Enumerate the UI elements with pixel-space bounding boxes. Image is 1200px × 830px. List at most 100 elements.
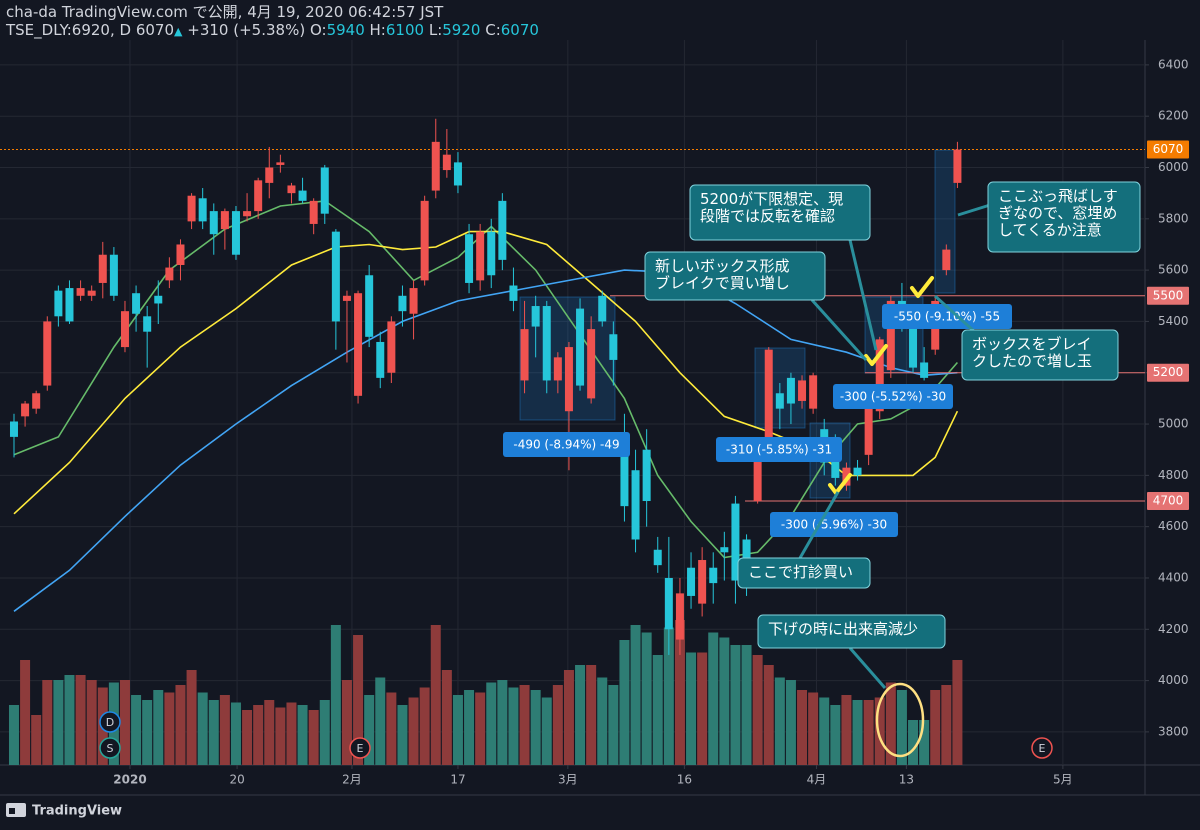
candle-body xyxy=(87,290,96,296)
ohlc-label: C: xyxy=(485,21,501,39)
candle-body xyxy=(409,288,418,314)
candle-body xyxy=(265,167,274,183)
callout-line: 段階では反転を確認 xyxy=(700,207,835,225)
last-price: 6070 xyxy=(135,21,175,39)
measure-box xyxy=(833,384,953,409)
volume-bar xyxy=(597,677,608,765)
candle-body xyxy=(132,293,141,314)
x-tick-label: 5月 xyxy=(1053,773,1073,787)
y-tick-label: 6400 xyxy=(1158,57,1189,71)
callout-line: ここぶっ飛ばしす xyxy=(998,187,1118,205)
volume-bar xyxy=(31,715,42,765)
candle-body xyxy=(465,234,474,283)
candle-body xyxy=(9,421,18,437)
volume-bar xyxy=(286,702,297,765)
volume-bar xyxy=(763,665,774,765)
candle-body xyxy=(43,321,52,386)
volume-bar xyxy=(330,625,341,765)
volume-bar xyxy=(541,697,552,765)
candle-body xyxy=(21,403,30,417)
candle-body xyxy=(76,288,85,296)
volume-bar xyxy=(297,705,308,765)
brand: TradingView xyxy=(32,804,122,819)
volume-bar xyxy=(896,690,907,765)
volume-bar xyxy=(308,710,319,765)
volume-bar xyxy=(719,637,730,765)
volume-bar xyxy=(919,720,930,765)
volume-bar xyxy=(375,677,386,765)
callout-box xyxy=(987,181,1141,253)
highlight xyxy=(875,682,925,758)
candle-body xyxy=(254,180,263,212)
candle-body xyxy=(143,316,152,332)
callout-pointer xyxy=(957,203,991,217)
y-tick-label: 4400 xyxy=(1158,570,1189,584)
candle-body xyxy=(32,393,41,409)
volume-bar xyxy=(386,692,397,765)
header: cha-da TradingView.com で公開, 4月 19, 2020 … xyxy=(6,3,539,41)
ohlc-label: H: xyxy=(369,21,386,39)
candle-body xyxy=(420,200,429,281)
symbol-line: TSE_DLY:6920, D 6070▲ +310 (+5.38%) O:59… xyxy=(6,21,539,41)
volume-bar xyxy=(741,645,752,765)
candle-body xyxy=(742,539,751,573)
volume-bar xyxy=(830,705,841,765)
volume-bar xyxy=(275,707,286,765)
y-tick-label: 4200 xyxy=(1158,622,1189,636)
y-tick-label: 4800 xyxy=(1158,468,1189,482)
candle-body xyxy=(509,285,518,301)
volume-bar xyxy=(419,687,430,765)
candle-body xyxy=(809,375,818,409)
candle-body xyxy=(942,249,951,271)
up-arrow: ▲ xyxy=(174,25,183,38)
y-tick-label: 6000 xyxy=(1158,160,1189,174)
candle-body xyxy=(598,295,607,322)
y-tick-label: 5000 xyxy=(1158,417,1189,431)
volume-bar xyxy=(930,690,941,765)
event-marker xyxy=(99,737,121,759)
candle-body xyxy=(576,308,585,386)
volume-bar xyxy=(464,690,475,765)
candle-body xyxy=(476,231,485,281)
x-tick-label: 16 xyxy=(677,773,692,787)
candle-body xyxy=(531,306,540,327)
callout-box xyxy=(757,614,946,649)
candle-body xyxy=(753,454,762,502)
callout-line: ここで打診買い xyxy=(748,563,853,581)
price-label: 6070 xyxy=(1153,142,1184,156)
symbol: TSE_DLY:6920, D xyxy=(6,21,132,39)
ohlc-value: 6100 xyxy=(385,21,425,39)
candle-body xyxy=(198,198,207,222)
volume-bar xyxy=(652,655,663,765)
candle-body xyxy=(642,449,651,502)
volume-bar xyxy=(86,680,97,765)
x-tick-label: 13 xyxy=(899,773,914,787)
candle-body xyxy=(220,211,229,230)
candle-body xyxy=(920,362,929,378)
measure-label: -300 (-5.96%) -30 xyxy=(781,518,887,532)
candle-body xyxy=(775,393,784,409)
event-marker-label: D xyxy=(106,716,114,729)
callout-box xyxy=(737,557,871,589)
price-label-box xyxy=(1147,363,1189,382)
volume-bar xyxy=(785,680,796,765)
volume-bar xyxy=(319,700,330,765)
volume-bar xyxy=(841,695,852,765)
candle-body xyxy=(675,593,684,640)
x-tick-label: 2020 xyxy=(113,773,146,787)
footer-logo: TradingView xyxy=(6,803,122,819)
measure-label: -300 (-5.52%) -30 xyxy=(840,390,946,404)
volume-bar xyxy=(663,627,674,765)
callout-pointer xyxy=(933,294,977,334)
volume-bar xyxy=(519,685,530,765)
volume-bar xyxy=(208,700,219,765)
y-tick-label: 4600 xyxy=(1158,519,1189,533)
candle-body xyxy=(431,141,440,191)
volume-bar xyxy=(641,632,652,765)
candle-body xyxy=(453,162,462,186)
candle-body xyxy=(65,288,74,322)
callout-pointer xyxy=(848,239,878,351)
candle-body xyxy=(553,357,562,381)
candle-body xyxy=(653,549,662,566)
